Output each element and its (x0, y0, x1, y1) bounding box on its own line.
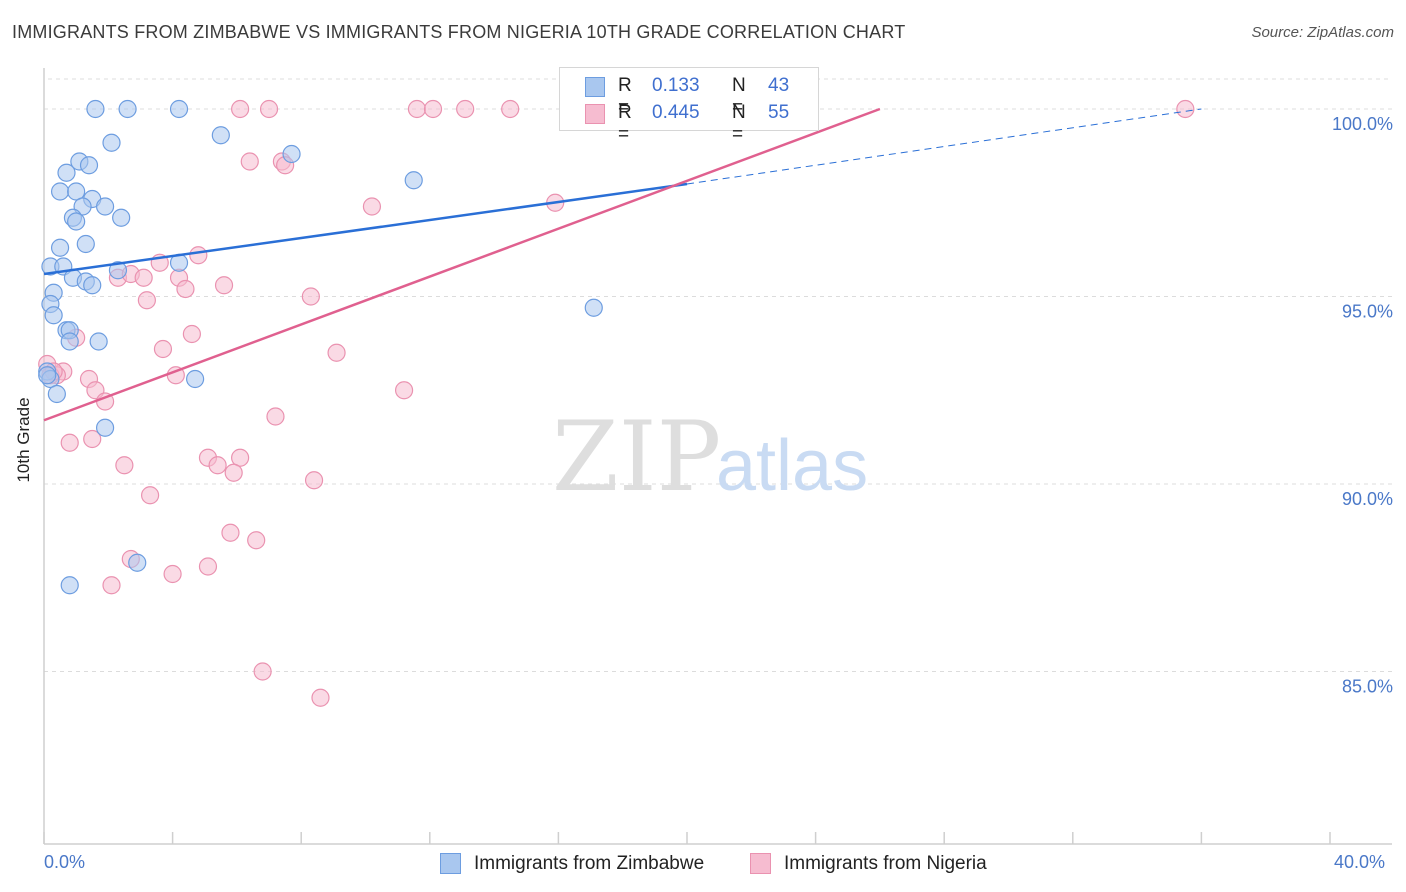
nigeria-point (259, 99, 279, 119)
zimbabwe-point (67, 182, 86, 201)
zimbabwe-point (67, 212, 86, 231)
y-tick-label: 100.0% (1332, 114, 1393, 134)
stats-legend: R = 0.133 N = 43 R = 0.445 N = 55 (559, 67, 819, 145)
zimbabwe-point (584, 298, 603, 317)
zimbabwe-point (95, 418, 115, 437)
nigeria-point (137, 291, 156, 310)
nigeria-point (362, 197, 382, 216)
nigeria-point (501, 99, 520, 119)
r-label: R = (618, 75, 632, 118)
zimbabwe-point (76, 234, 95, 254)
zimbabwe-trend-line (43, 182, 688, 276)
nigeria-point (140, 486, 160, 505)
zimbabwe-point (89, 332, 108, 351)
zimbabwe-point (57, 163, 76, 182)
trend-lines (43, 107, 1202, 422)
nigeria-point (240, 152, 259, 171)
zimbabwe-point (102, 133, 121, 152)
nigeria-point (247, 531, 266, 550)
nigeria-swatch (585, 104, 605, 124)
nigeria-point (60, 433, 79, 452)
nigeria-point (176, 279, 195, 299)
zimbabwe-trend-extension (686, 108, 1202, 185)
zimbabwe-point (38, 366, 57, 385)
nigeria-point (311, 688, 330, 707)
zimbabwe-point (60, 576, 79, 595)
nigeria-point (102, 576, 121, 595)
zimbabwe-point (79, 156, 99, 175)
n-label: N = (732, 75, 746, 118)
watermark: ZIP atlas (552, 401, 868, 513)
zimbabwe-point (211, 126, 230, 145)
nigeria-point (134, 268, 153, 287)
watermark-atlas: atlas (716, 426, 868, 506)
nigeria-point (208, 456, 227, 475)
nigeria-point (231, 99, 250, 119)
nigeria-point (1176, 99, 1195, 119)
zimbabwe-point (83, 276, 102, 295)
x-tick-label-max: 40.0% (1334, 852, 1386, 872)
nigeria-trend-line (43, 107, 881, 422)
nigeria-point (253, 662, 272, 681)
zimbabwe-point (86, 99, 105, 119)
axes (43, 68, 1392, 845)
zimbabwe-swatch (585, 77, 605, 97)
y-tick-labels: 85.0% 90.0% 95.0% 100.0% (1332, 114, 1393, 697)
nigeria-point (327, 343, 346, 362)
source-label: Source: ZipAtlas.com (1251, 24, 1394, 41)
nigeria-point (224, 463, 243, 482)
nigeria-points (38, 99, 1195, 707)
nigeria-point (407, 99, 427, 119)
zimbabwe-point (50, 238, 70, 257)
y-tick-label: 85.0% (1342, 677, 1393, 697)
n-value: 55 (768, 102, 790, 123)
zimbabwe-point (186, 369, 205, 389)
zimbabwe-legend-swatch (440, 853, 461, 874)
zimbabwe-point (169, 99, 189, 119)
r-value: 0.445 (652, 102, 700, 123)
nigeria-legend-swatch (750, 853, 771, 874)
nigeria-point (456, 99, 475, 119)
nigeria-point (304, 471, 324, 490)
zimbabwe-point (47, 384, 66, 404)
y-tick-label: 90.0% (1342, 489, 1393, 509)
nigeria-point (198, 557, 218, 576)
zimbabwe-point (282, 144, 301, 164)
nigeria-point (153, 339, 173, 359)
r-label: R = (618, 102, 632, 145)
x-tick-label-min: 0.0% (44, 852, 86, 872)
nigeria-point (115, 456, 134, 475)
nigeria-legend-label: Immigrants from Nigeria (784, 853, 987, 874)
nigeria-point (221, 523, 240, 542)
nigeria-point (214, 276, 234, 295)
nigeria-point (83, 429, 102, 449)
zimbabwe-point (404, 171, 423, 190)
nigeria-point (301, 287, 320, 306)
n-value: 43 (768, 75, 790, 96)
zimbabwe-point (128, 553, 147, 572)
nigeria-point (231, 448, 250, 467)
nigeria-point (423, 99, 443, 119)
watermark-zip: ZIP (552, 401, 721, 513)
nigeria-point (189, 246, 208, 265)
nigeria-point (163, 564, 182, 584)
r-value: 0.133 (652, 75, 700, 96)
zimbabwe-point (50, 182, 70, 201)
n-label: N = (732, 102, 746, 145)
zimbabwe-point (95, 197, 115, 216)
zimbabwe-point (60, 332, 79, 351)
nigeria-point (266, 407, 285, 426)
zimbabwe-point (118, 99, 137, 119)
zimbabwe-point (108, 261, 128, 280)
zimbabwe-point (44, 306, 63, 325)
zimbabwe-points (38, 99, 603, 595)
y-tick-label: 95.0% (1342, 302, 1393, 322)
zimbabwe-point (112, 208, 131, 227)
chart-title: IMMIGRANTS FROM ZIMBABWE VS IMMIGRANTS F… (12, 22, 906, 42)
zimbabwe-legend-label: Immigrants from Zimbabwe (474, 853, 705, 874)
nigeria-point (182, 324, 201, 344)
nigeria-point (394, 381, 414, 400)
